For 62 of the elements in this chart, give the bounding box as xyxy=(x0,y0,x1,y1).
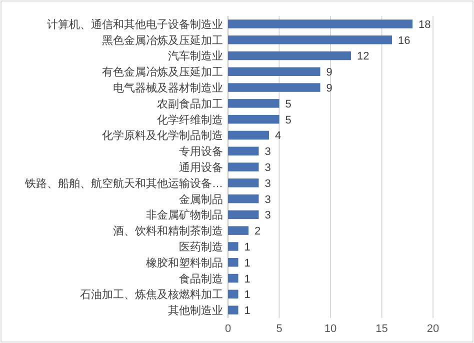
bar xyxy=(228,290,238,299)
y-tick-label: 专用设备 xyxy=(179,145,223,158)
data-label: 3 xyxy=(264,210,271,222)
y-tick-label: 橡胶和塑料制品 xyxy=(146,256,223,270)
bar xyxy=(228,306,238,314)
bar xyxy=(228,258,238,267)
bar xyxy=(228,114,280,124)
data-label: 16 xyxy=(398,34,410,47)
y-tick-label: 有色金属冶炼及压延加工 xyxy=(102,66,223,79)
x-tick-label: 0 xyxy=(224,323,232,335)
bar xyxy=(228,274,238,283)
data-label: 1 xyxy=(244,305,250,318)
y-tick-label: 计算机、通信和其他电子设备制造业 xyxy=(47,18,223,31)
bar xyxy=(228,210,259,220)
data-label: 9 xyxy=(326,66,332,79)
data-label: 3 xyxy=(264,162,271,174)
y-tick-label: 金属制品 xyxy=(179,192,223,206)
bar xyxy=(228,67,320,76)
y-tick-label: 石油加工、炼焦及核燃料加工 xyxy=(80,288,223,302)
y-tick-label: 其他制造业 xyxy=(168,304,223,318)
data-label: 9 xyxy=(326,82,332,95)
data-label: 1 xyxy=(244,289,250,302)
data-label: 1 xyxy=(244,241,250,254)
bar xyxy=(228,35,392,44)
y-tick-label: 酒、饮料和精制茶制造 xyxy=(113,224,223,238)
y-tick-label: 农副食品加工 xyxy=(157,97,223,110)
y-tick-label: 医药制造 xyxy=(179,240,223,254)
y-tick-label: 汽车制造业 xyxy=(168,50,223,63)
bar xyxy=(228,130,269,140)
data-label: 3 xyxy=(264,146,271,158)
bar xyxy=(228,194,259,204)
bar xyxy=(228,162,259,172)
bar xyxy=(228,178,259,188)
data-label: 1 xyxy=(244,257,250,270)
data-label: 12 xyxy=(357,50,370,63)
y-tick-label: 黑色金属冶炼及压延加工 xyxy=(102,34,223,47)
data-label: 5 xyxy=(285,114,292,126)
data-label: 1 xyxy=(244,273,250,286)
bar xyxy=(228,51,351,60)
y-tick-label: 食品制造 xyxy=(179,272,223,286)
bar xyxy=(228,226,248,235)
data-label: 4 xyxy=(275,130,282,142)
x-tick-label: 5 xyxy=(276,323,282,335)
bar xyxy=(228,20,412,28)
data-label: 2 xyxy=(254,226,261,238)
y-tick-label: 化学纤维制造 xyxy=(157,113,223,126)
data-label: 5 xyxy=(285,98,292,110)
data-label: 18 xyxy=(418,18,431,31)
data-label: 3 xyxy=(264,194,271,206)
x-tick-label: 15 xyxy=(376,323,388,335)
y-tick-label: 电气器械及器材制造业 xyxy=(113,82,223,95)
data-label: 3 xyxy=(264,178,271,190)
bar xyxy=(228,242,238,251)
x-tick-label: 20 xyxy=(426,323,440,335)
y-tick-label: 化学原料及化学制品制造 xyxy=(102,129,223,142)
y-tick-label: 铁路、船舶、航空航天和其他运输设备… xyxy=(24,176,223,190)
bar xyxy=(228,146,259,156)
y-tick-label: 通用设备 xyxy=(179,161,223,174)
bar xyxy=(228,83,320,92)
bar xyxy=(228,99,280,108)
x-tick-label: 10 xyxy=(324,323,337,335)
y-tick-label: 非金属矿物制品 xyxy=(146,208,223,222)
